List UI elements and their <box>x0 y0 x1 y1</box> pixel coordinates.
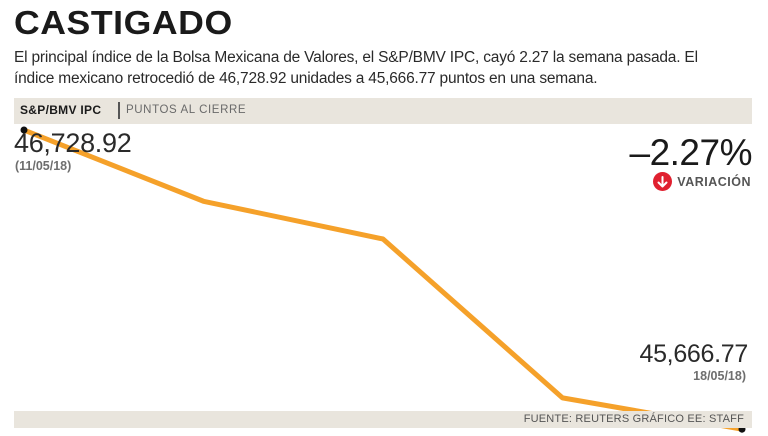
chart-title: CASTIGADO <box>14 4 233 41</box>
band-divider <box>118 102 120 119</box>
series-band: S&P/BMV IPC PUNTOS AL CIERRE <box>14 98 752 124</box>
end-date-label: 18/05/18) <box>693 369 746 383</box>
variation-indicator: VARIACIÓN <box>653 172 751 191</box>
arrow-down-icon <box>653 172 673 191</box>
end-value-label: 45,666.77 <box>639 340 748 368</box>
footer-band: FUENTE: REUTERS GRÁFICO EE: STAFF <box>14 411 752 428</box>
source-credit: FUENTE: REUTERS GRÁFICO EE: STAFF <box>523 413 744 425</box>
start-date-label: (11/05/18) <box>15 159 72 173</box>
start-point <box>20 126 28 134</box>
unit-label: PUNTOS AL CIERRE <box>126 104 247 116</box>
chart-subtitle: El principal índice de la Bolsa Mexicana… <box>14 49 698 87</box>
series-line <box>21 127 745 432</box>
variation-label: VARIACIÓN <box>677 174 751 189</box>
series-label: S&P/BMV IPC <box>20 103 102 117</box>
start-value-label: 46,728.92 <box>14 128 132 158</box>
variation-value: –2.27% <box>629 132 753 173</box>
